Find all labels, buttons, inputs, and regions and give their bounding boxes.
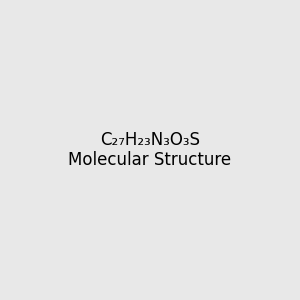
Text: C₂₇H₂₃N₃O₃S
Molecular Structure: C₂₇H₂₃N₃O₃S Molecular Structure [68,130,232,170]
